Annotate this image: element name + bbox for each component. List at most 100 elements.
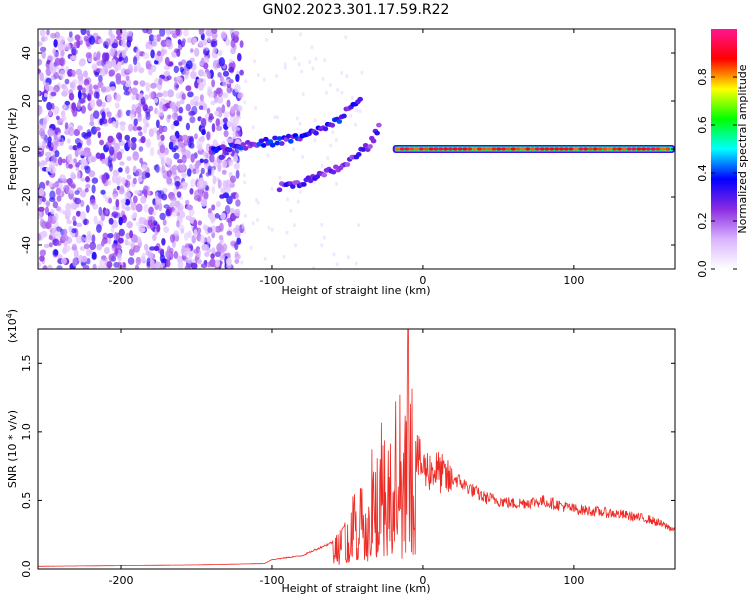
noise-blob <box>211 79 216 88</box>
signal-band-core <box>597 147 603 151</box>
noise-blob <box>185 60 193 70</box>
noise-blob <box>54 57 62 66</box>
noise-blob <box>190 71 197 79</box>
noise-blob <box>152 210 157 217</box>
noise-blob <box>81 87 87 94</box>
noise-blob <box>77 125 83 131</box>
noise-blob <box>96 99 103 107</box>
noise-blob <box>43 264 48 269</box>
noise-blob <box>320 222 324 227</box>
noise-blob <box>82 264 90 269</box>
noise-blob <box>92 263 97 269</box>
noise-blob <box>41 50 46 59</box>
noise-blob <box>142 29 149 34</box>
signal-band-core <box>428 147 434 151</box>
signal-band-core <box>588 147 593 151</box>
snr-marks <box>38 329 675 567</box>
noise-blob <box>155 163 160 173</box>
noise-blob <box>360 70 364 75</box>
noise-blob <box>136 221 141 227</box>
noise-blob <box>139 157 144 164</box>
noise-blob <box>202 38 208 46</box>
noise-blob <box>234 251 239 257</box>
noise-blob <box>107 236 112 245</box>
noise-blob <box>175 92 181 100</box>
noise-blob <box>187 91 194 98</box>
noise-blob <box>229 182 235 188</box>
signal-band-core <box>621 147 627 151</box>
noise-blob <box>158 107 164 117</box>
noise-blob <box>111 243 118 249</box>
noise-blob <box>159 144 166 154</box>
signal-branch-lower <box>330 169 337 175</box>
noise-blob <box>108 117 113 124</box>
noise-blob <box>320 243 324 248</box>
noise-blob <box>115 73 122 81</box>
noise-blob <box>88 83 93 92</box>
noise-blob <box>148 91 155 100</box>
noise-blob <box>158 77 163 86</box>
noise-blob <box>81 131 87 138</box>
noise-blob <box>222 70 230 77</box>
noise-blob <box>87 151 92 157</box>
signal-band-core <box>501 147 506 151</box>
noise-blob <box>99 259 105 266</box>
noise-blob <box>80 158 87 165</box>
noise-blob <box>193 100 199 107</box>
noise-blob <box>173 250 179 259</box>
signal-band-core <box>559 147 564 151</box>
noise-blob <box>196 138 203 146</box>
noise-blob <box>194 163 200 170</box>
noise-blob <box>91 177 99 184</box>
noise-blob <box>221 104 226 114</box>
noise-blob <box>206 107 211 114</box>
noise-blob <box>233 162 240 170</box>
noise-blob <box>310 45 314 50</box>
noise-blob <box>199 158 204 164</box>
noise-blob <box>329 143 333 148</box>
snr-x-tick-label: 0 <box>419 574 426 587</box>
noise-blob <box>48 197 56 202</box>
signal-branch-upper <box>269 142 276 148</box>
noise-blob <box>226 159 234 164</box>
noise-blob <box>90 156 97 163</box>
signal-band-core <box>631 147 637 151</box>
noise-blob <box>266 153 270 158</box>
noise-blob <box>101 158 107 164</box>
noise-blob <box>234 258 240 264</box>
noise-blob <box>186 257 193 264</box>
spectrogram-y-tick-label: 0 <box>20 146 33 153</box>
noise-blob <box>94 126 101 132</box>
noise-blob <box>357 223 360 228</box>
noise-blob <box>94 71 99 77</box>
noise-blob <box>145 41 150 50</box>
noise-blob <box>112 58 117 68</box>
noise-blob <box>178 106 184 114</box>
noise-blob <box>320 163 324 168</box>
noise-blob <box>186 168 192 177</box>
noise-blob <box>49 164 55 174</box>
noise-blob <box>141 171 148 180</box>
noise-blob <box>228 66 235 73</box>
noise-blob <box>119 121 126 126</box>
noise-blob <box>161 238 166 246</box>
noise-blob <box>286 197 290 202</box>
snr-xlabel: Height of straight line (km) <box>281 582 430 595</box>
signal-band-core <box>496 147 502 151</box>
noise-blob <box>103 65 108 72</box>
noise-blob <box>74 190 80 195</box>
noise-blob <box>334 138 338 143</box>
noise-blob <box>98 38 104 45</box>
noise-blob <box>171 199 176 205</box>
noise-blob <box>176 76 182 81</box>
noise-blob <box>214 251 221 258</box>
signal-branch-lower <box>321 172 328 178</box>
signal-branch-lower <box>360 147 367 152</box>
noise-blob <box>77 90 82 100</box>
colorbar-tick-label: 0.8 <box>696 68 709 86</box>
noise-blob <box>226 86 232 94</box>
noise-blob <box>148 216 155 224</box>
noise-blob <box>293 223 296 228</box>
signal-band-core <box>660 147 666 151</box>
noise-blob <box>41 140 47 149</box>
